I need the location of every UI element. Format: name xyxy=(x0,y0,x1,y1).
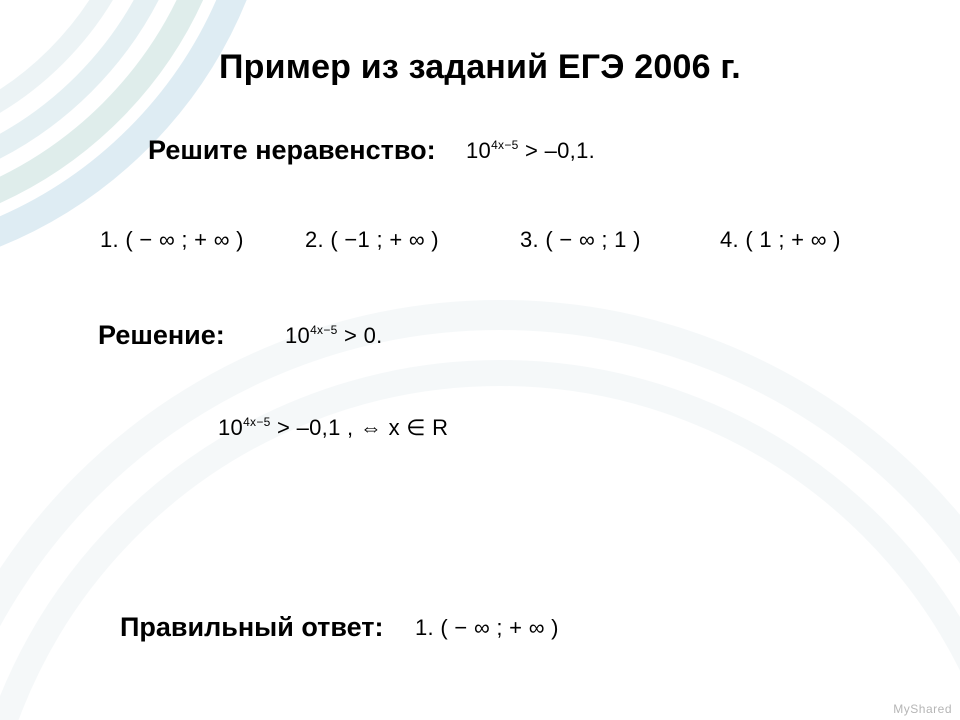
formula-tail: > –0,1. xyxy=(519,138,595,163)
option-2: 2. ( −1 ; + ∞ ) xyxy=(305,227,439,253)
formula-base: 10 xyxy=(466,138,491,163)
formula-base: 10 xyxy=(218,415,243,440)
slide-title: Пример из заданий ЕГЭ 2006 г. xyxy=(0,48,960,87)
formula-tail: > –0,1 , ⇔ x ∈ R xyxy=(271,415,449,440)
solution-step-1: 104x−5 > 0. xyxy=(285,323,383,349)
solution-step-2: 104x−5 > –0,1 , ⇔ x ∈ R xyxy=(218,415,448,441)
formula-exponent: 4x−5 xyxy=(310,323,338,337)
option-3: 3. ( − ∞ ; 1 ) xyxy=(520,227,641,253)
option-4: 4. ( 1 ; + ∞ ) xyxy=(720,227,841,253)
problem-label: Решите неравенство: xyxy=(148,135,436,166)
problem-formula: 104x−5 > –0,1. xyxy=(466,138,595,164)
formula-exponent: 4x−5 xyxy=(491,138,519,152)
formula-tail: > 0. xyxy=(338,323,383,348)
solution-label: Решение: xyxy=(98,320,225,351)
watermark: MyShared xyxy=(893,702,952,716)
option-1: 1. ( − ∞ ; + ∞ ) xyxy=(100,227,244,253)
answer-label: Правильный ответ: xyxy=(120,612,384,643)
answer-formula: 1. ( − ∞ ; + ∞ ) xyxy=(415,615,559,641)
formula-exponent: 4x−5 xyxy=(243,415,271,429)
formula-base: 10 xyxy=(285,323,310,348)
slide: Пример из заданий ЕГЭ 2006 г. Решите нер… xyxy=(0,0,960,720)
